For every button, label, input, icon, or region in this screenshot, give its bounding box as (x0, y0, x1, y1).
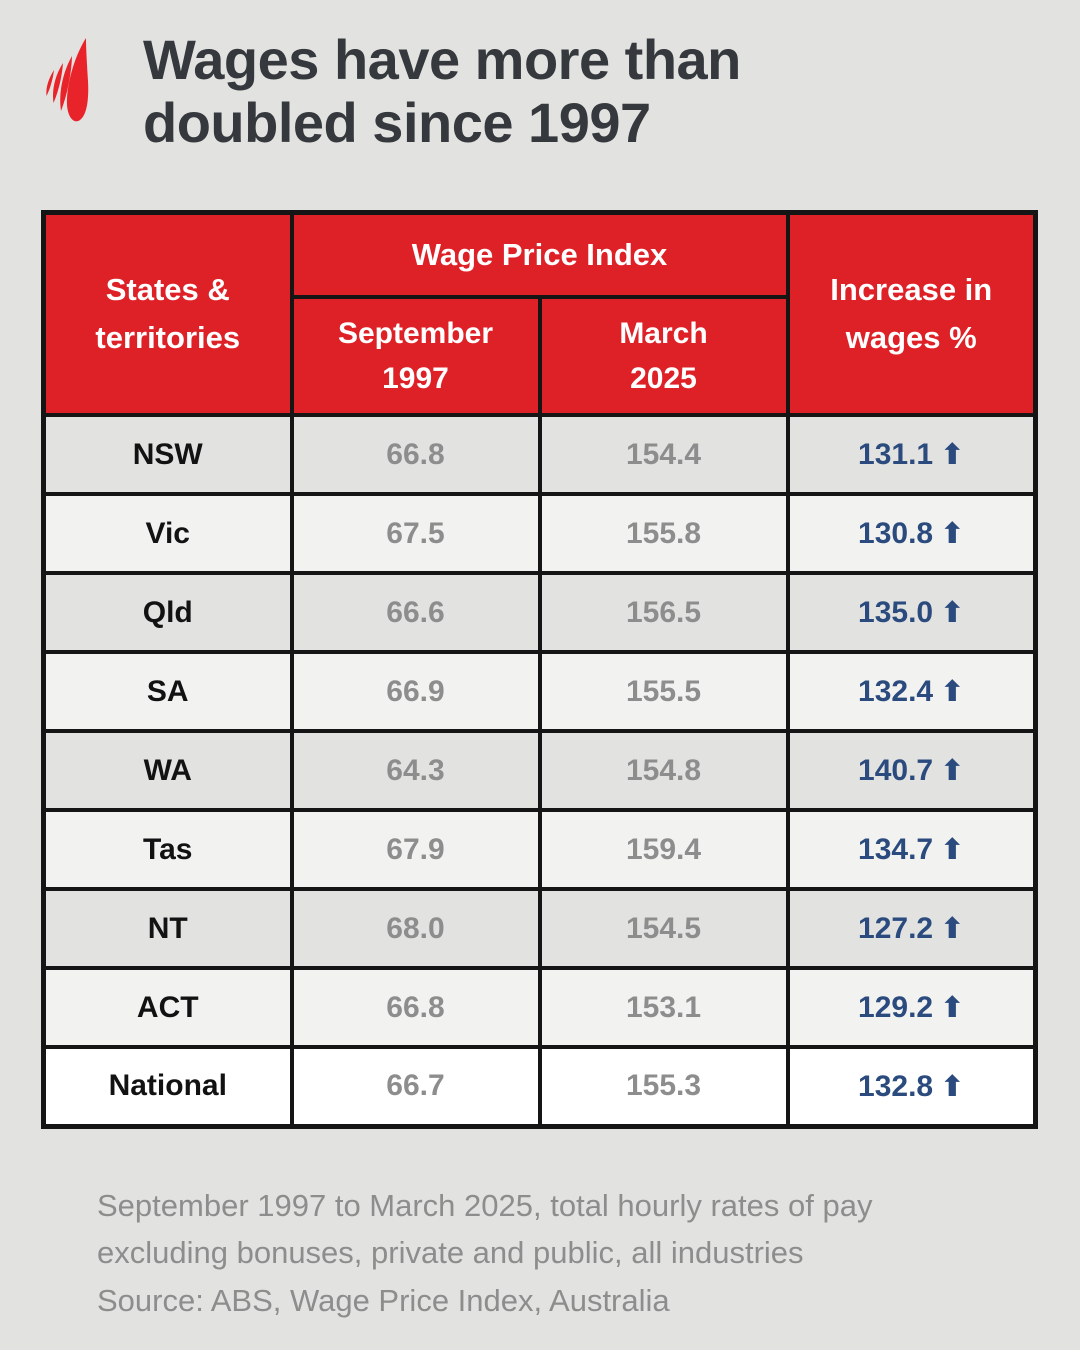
up-arrow-icon: ⬆ (940, 1070, 965, 1103)
wpi-1997-cell: 66.6 (289, 571, 542, 654)
table-row-tas: Tas 67.9 159.4 134.7 ⬆ (41, 808, 1038, 891)
state-cell: NT (41, 887, 294, 970)
state-cell: WA (41, 729, 294, 812)
wpi-1997-cell: 66.9 (289, 650, 542, 733)
wpi-2025-cell: 155.3 (537, 1045, 790, 1128)
wpi-1997-cell: 66.7 (289, 1045, 542, 1128)
increase-value: 135.0 (858, 596, 934, 629)
wpi-2025-cell: 159.4 (537, 808, 790, 891)
state-cell: NSW (41, 413, 294, 496)
increase-cell: 140.7 ⬆ (785, 729, 1038, 812)
wpi-2025-cell: 155.8 (537, 492, 790, 575)
footnote-line-2: excluding bonuses, private and public, a… (97, 1235, 804, 1271)
up-arrow-icon: ⬆ (940, 992, 965, 1024)
wpi-1997-cell: 66.8 (289, 966, 542, 1049)
increase-cell: 134.7 ⬆ (785, 808, 1038, 891)
table-row-act: ACT 66.8 153.1 129.2 ⬆ (41, 966, 1038, 1049)
increase-cell: 131.1 ⬆ (785, 413, 1038, 496)
table-row-wa: WA 64.3 154.8 140.7 ⬆ (41, 729, 1038, 812)
table-row-qld: Qld 66.6 156.5 135.0 ⬆ (41, 571, 1038, 654)
header-wage-price-index: Wage Price Index (289, 210, 790, 299)
header-states-territories: States & territories (41, 210, 294, 417)
page-title: Wages have more than doubled since 1997 (143, 28, 741, 155)
wpi-2025-cell: 154.5 (537, 887, 790, 970)
state-cell: ACT (41, 966, 294, 1049)
wpi-2025-cell: 156.5 (537, 571, 790, 654)
increase-value: 129.2 (858, 991, 934, 1024)
table-row-nt: NT 68.0 154.5 127.2 ⬆ (41, 887, 1038, 970)
wpi-2025-cell: 155.5 (537, 650, 790, 733)
header-september-1997: September 1997 (289, 295, 542, 417)
increase-cell: 127.2 ⬆ (785, 887, 1038, 970)
source-line: Source: ABS, Wage Price Index, Australia (97, 1282, 670, 1318)
up-arrow-icon: ⬆ (940, 755, 965, 787)
wpi-1997-cell: 68.0 (289, 887, 542, 970)
table-row-sa: SA 66.9 155.5 132.4 ⬆ (41, 650, 1038, 733)
increase-cell: 130.8 ⬆ (785, 492, 1038, 575)
increase-value: 132.8 (858, 1069, 934, 1103)
footnote: September 1997 to March 2025, total hour… (97, 1182, 997, 1324)
table-header-row-group: States & territories Wage Price Index In… (41, 210, 1038, 417)
up-arrow-icon: ⬆ (940, 597, 965, 629)
wpi-1997-cell: 67.9 (289, 808, 542, 891)
up-arrow-icon: ⬆ (940, 834, 965, 866)
state-cell: Vic (41, 492, 294, 575)
increase-value: 140.7 (858, 754, 934, 787)
increase-value: 132.4 (858, 675, 934, 708)
wpi-2025-cell: 153.1 (537, 966, 790, 1049)
increase-value: 131.1 (858, 438, 934, 471)
state-cell: Tas (41, 808, 294, 891)
table-header-row-sub: September 1997 March 2025 (44, 295, 1036, 417)
sbs-logo-icon (46, 38, 89, 122)
header-march-2025: March 2025 (537, 295, 790, 417)
up-arrow-icon: ⬆ (940, 518, 965, 550)
state-cell: SA (41, 650, 294, 733)
wage-price-index-table: States & territories Wage Price Index In… (41, 210, 1038, 1129)
up-arrow-icon: ⬆ (940, 439, 965, 471)
table-row-national: National 66.7 155.3 132.8 ⬆ (41, 1045, 1038, 1128)
wpi-1997-cell: 64.3 (289, 729, 542, 812)
increase-cell: 129.2 ⬆ (785, 966, 1038, 1049)
up-arrow-icon: ⬆ (940, 913, 965, 945)
increase-value: 130.8 (858, 517, 934, 550)
header-increase-in-wages: Increase in wages % (785, 210, 1038, 417)
wpi-1997-cell: 67.5 (289, 492, 542, 575)
increase-value: 127.2 (858, 912, 934, 945)
footnote-line-1: September 1997 to March 2025, total hour… (97, 1188, 873, 1223)
table-row-nsw: NSW 66.8 154.4 131.1 ⬆ (41, 413, 1038, 496)
wpi-2025-cell: 154.4 (537, 413, 790, 496)
up-arrow-icon: ⬆ (940, 676, 965, 708)
wpi-2025-cell: 154.8 (537, 729, 790, 812)
increase-cell: 135.0 ⬆ (785, 571, 1038, 654)
table-row-vic: Vic 67.5 155.8 130.8 ⬆ (41, 492, 1038, 575)
increase-value: 134.7 (858, 833, 934, 866)
state-cell: Qld (41, 571, 294, 654)
increase-cell: 132.4 ⬆ (785, 650, 1038, 733)
wpi-1997-cell: 66.8 (289, 413, 542, 496)
increase-cell: 132.8 ⬆ (785, 1045, 1038, 1128)
state-cell: National (41, 1045, 294, 1128)
